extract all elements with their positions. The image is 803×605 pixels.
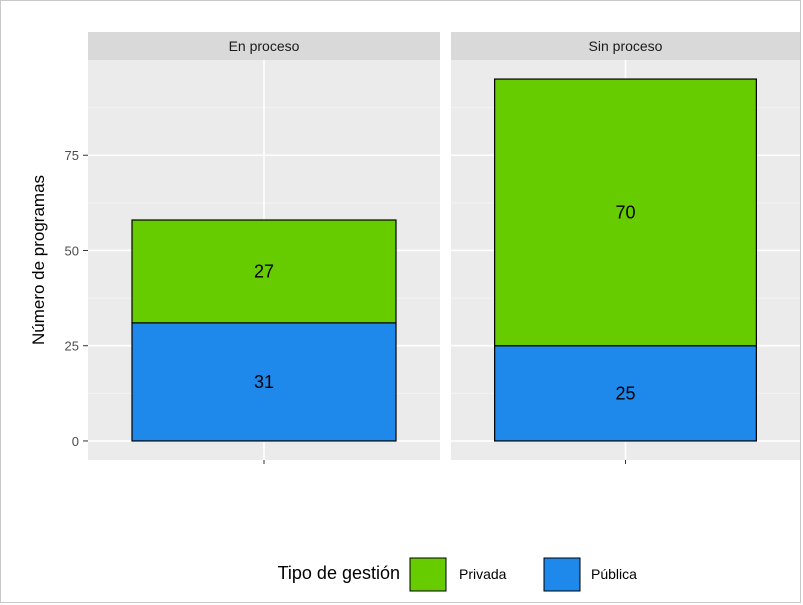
y-axis: 0 25 50 75 [65, 148, 88, 449]
facet-panels: En proceso 31 27 Sin proceso 25 70 [88, 32, 800, 464]
bar-privada-sin-proceso [494, 78, 757, 347]
facet-strip-label: En proceso [229, 38, 300, 54]
legend: Tipo de gestión Privada Pública [278, 557, 637, 592]
facet-sin-proceso: Sin proceso 25 70 [451, 32, 800, 464]
legend-title: Tipo de gestión [278, 563, 400, 583]
legend-label-publica: Pública [591, 566, 637, 582]
data-label-privada-sin-proceso: 70 [615, 202, 635, 222]
bar-publica-sin-proceso [494, 345, 757, 442]
facet-strip-label: Sin proceso [589, 38, 663, 54]
facet-strip [451, 32, 800, 60]
y-tick-label: 25 [65, 339, 79, 354]
bar-publica-en-proceso [131, 322, 397, 442]
facet-en-proceso: En proceso 31 27 [88, 32, 440, 464]
facet-strip [88, 32, 440, 60]
data-label-publica-en-proceso: 31 [254, 372, 274, 392]
y-tick-label: 0 [72, 434, 79, 449]
data-label-privada-en-proceso: 27 [254, 261, 274, 281]
legend-swatch-publica [543, 557, 581, 592]
bar-privada-en-proceso [131, 219, 397, 324]
legend-label-privada: Privada [459, 566, 507, 582]
y-axis-title: Número de programas [29, 175, 48, 345]
y-tick-label: 50 [65, 243, 79, 258]
legend-swatch-privada [409, 557, 447, 592]
y-tick-label: 75 [65, 148, 79, 163]
data-label-publica-sin-proceso: 25 [615, 383, 635, 403]
